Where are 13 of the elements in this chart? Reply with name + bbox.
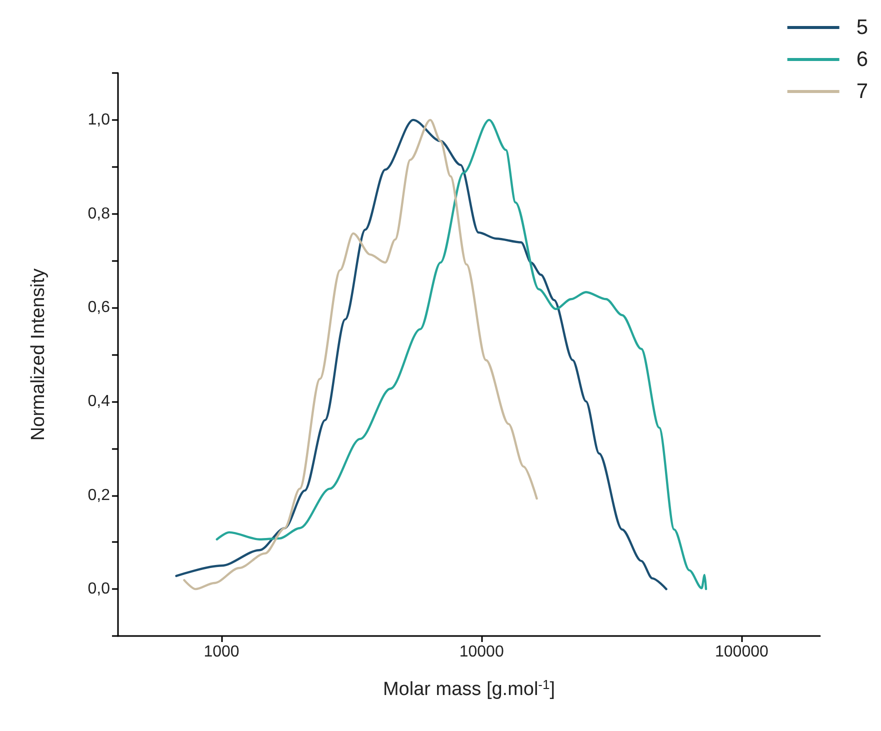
y-tick-label: 1,0 bbox=[88, 111, 110, 128]
y-tick-label: 0,4 bbox=[88, 392, 110, 410]
x-tick-label: 1000 bbox=[204, 644, 240, 660]
legend-label: 6 bbox=[856, 48, 868, 71]
y-tick-label: 0,2 bbox=[88, 486, 110, 504]
y-tick-label: 0,8 bbox=[88, 205, 110, 222]
y-axis-title: Normalized Intensity bbox=[28, 268, 49, 441]
y-tick-label: 0,0 bbox=[88, 580, 110, 598]
legend-label: 7 bbox=[856, 80, 868, 103]
y-tick-label: 0,6 bbox=[88, 299, 110, 316]
x-tick-label: 100000 bbox=[715, 644, 768, 660]
x-tick-label: 10000 bbox=[459, 644, 504, 660]
legend-label: 5 bbox=[856, 16, 868, 39]
